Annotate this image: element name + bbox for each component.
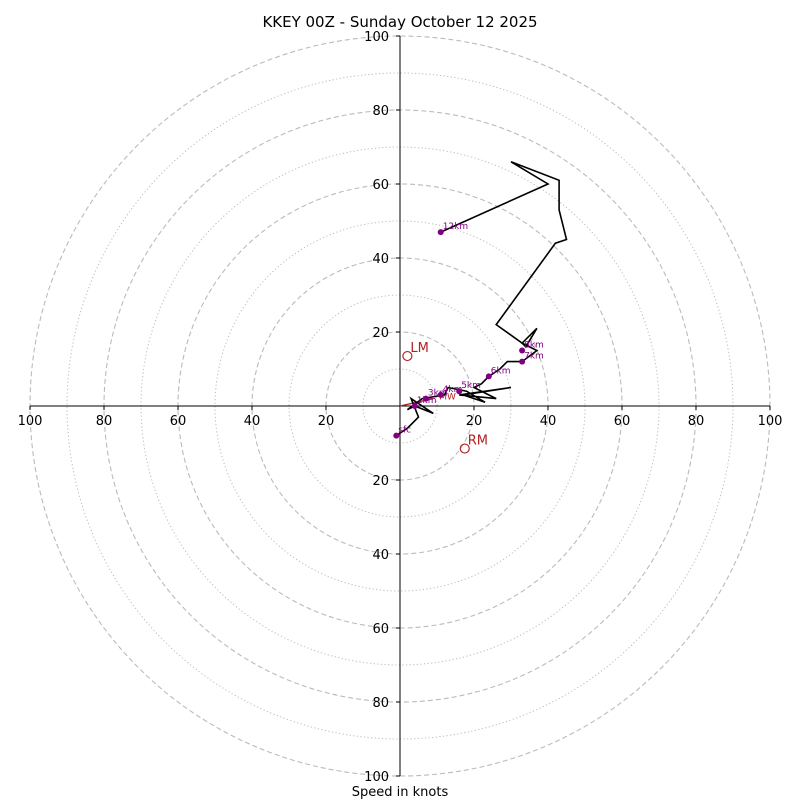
y-tick-label: 40 (372, 252, 389, 267)
height-markers: sfc1km3km4km5km6km7km8km12km (393, 222, 544, 439)
y-tick-label: 60 (372, 622, 389, 637)
y-tick-label: 100 (364, 30, 389, 45)
y-tick-label: 20 (372, 474, 389, 489)
height-label-7km: 7km (524, 352, 544, 362)
x-tick-label: 20 (318, 414, 335, 429)
height-marker-5km (456, 388, 463, 395)
height-label-8km: 8km (524, 341, 544, 351)
height-label-5km: 5km (461, 381, 481, 391)
storm-motion-marker-lm (402, 350, 413, 362)
y-tick-label: 100 (364, 770, 389, 785)
height-marker-1km (411, 403, 418, 409)
height-marker-4km (437, 391, 444, 398)
x-tick-label: 60 (614, 414, 631, 429)
height-marker-7km (519, 358, 526, 365)
tick-labels: 100 80 60 40 20 20 40 60 80 100 100 80 60 40 20 20 40 60 8… (18, 30, 783, 785)
y-tick-label: 80 (372, 696, 389, 711)
x-tick-label: 40 (540, 414, 557, 429)
height-marker-8km (519, 347, 526, 354)
height-marker-sfc (393, 432, 400, 439)
height-marker-3km (422, 395, 429, 402)
height-label-sfc: sfc (398, 426, 411, 436)
hodograph-trace (395, 161, 568, 437)
storm-motion-label-rm: RM (468, 434, 488, 449)
x-tick-label: 80 (96, 414, 113, 429)
height-label-6km: 6km (491, 366, 511, 376)
height-label-4km: 4km (443, 385, 463, 395)
mean-wind-label: MW (439, 393, 456, 403)
storm-motion-label-lm: LM (410, 341, 428, 356)
x-tick-label: 60 (170, 414, 187, 429)
x-tick-label: 100 (758, 414, 783, 429)
y-tick-label: 60 (372, 178, 389, 193)
x-tick-label: 20 (466, 414, 483, 429)
height-marker-6km (485, 373, 492, 380)
x-tick-label: 100 (18, 414, 43, 429)
y-tick-label: 40 (372, 548, 389, 563)
height-marker-12km (437, 229, 444, 236)
x-axis-label: Speed in knots (352, 785, 449, 800)
storm-motion-marker-rm (459, 443, 470, 454)
height-label-12km: 12km (443, 222, 468, 232)
x-tick-label: 80 (688, 414, 705, 429)
hodograph-line (395, 161, 568, 437)
chart-title: KKEY 00Z - Sunday October 12 2025 (262, 13, 537, 31)
height-label-3km: 3km (428, 389, 448, 399)
y-tick-label: 20 (372, 326, 389, 341)
storm-motion-markers: LM RM (402, 341, 488, 454)
y-tick-label: 80 (372, 104, 389, 119)
x-tick-label: 40 (244, 414, 261, 429)
